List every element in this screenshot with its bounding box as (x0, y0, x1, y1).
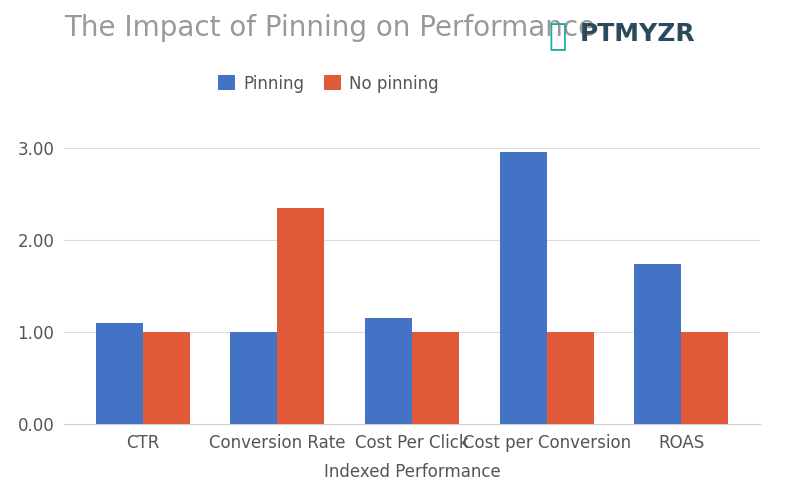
Bar (142, 332, 190, 424)
Bar (499, 152, 546, 424)
Bar (96, 323, 142, 424)
Bar (412, 332, 459, 424)
Bar (682, 332, 728, 424)
Bar (278, 208, 325, 424)
Bar (365, 319, 412, 424)
Bar (230, 332, 278, 424)
Text: PTMYZR: PTMYZR (580, 22, 696, 46)
Bar (546, 332, 594, 424)
X-axis label: Indexed Performance: Indexed Performance (324, 463, 500, 481)
Bar (634, 264, 682, 424)
Legend: Pinning, No pinning: Pinning, No pinning (211, 68, 446, 99)
Text: The Impact of Pinning on Performance: The Impact of Pinning on Performance (64, 14, 595, 42)
Text: ⓨ: ⓨ (548, 22, 566, 51)
